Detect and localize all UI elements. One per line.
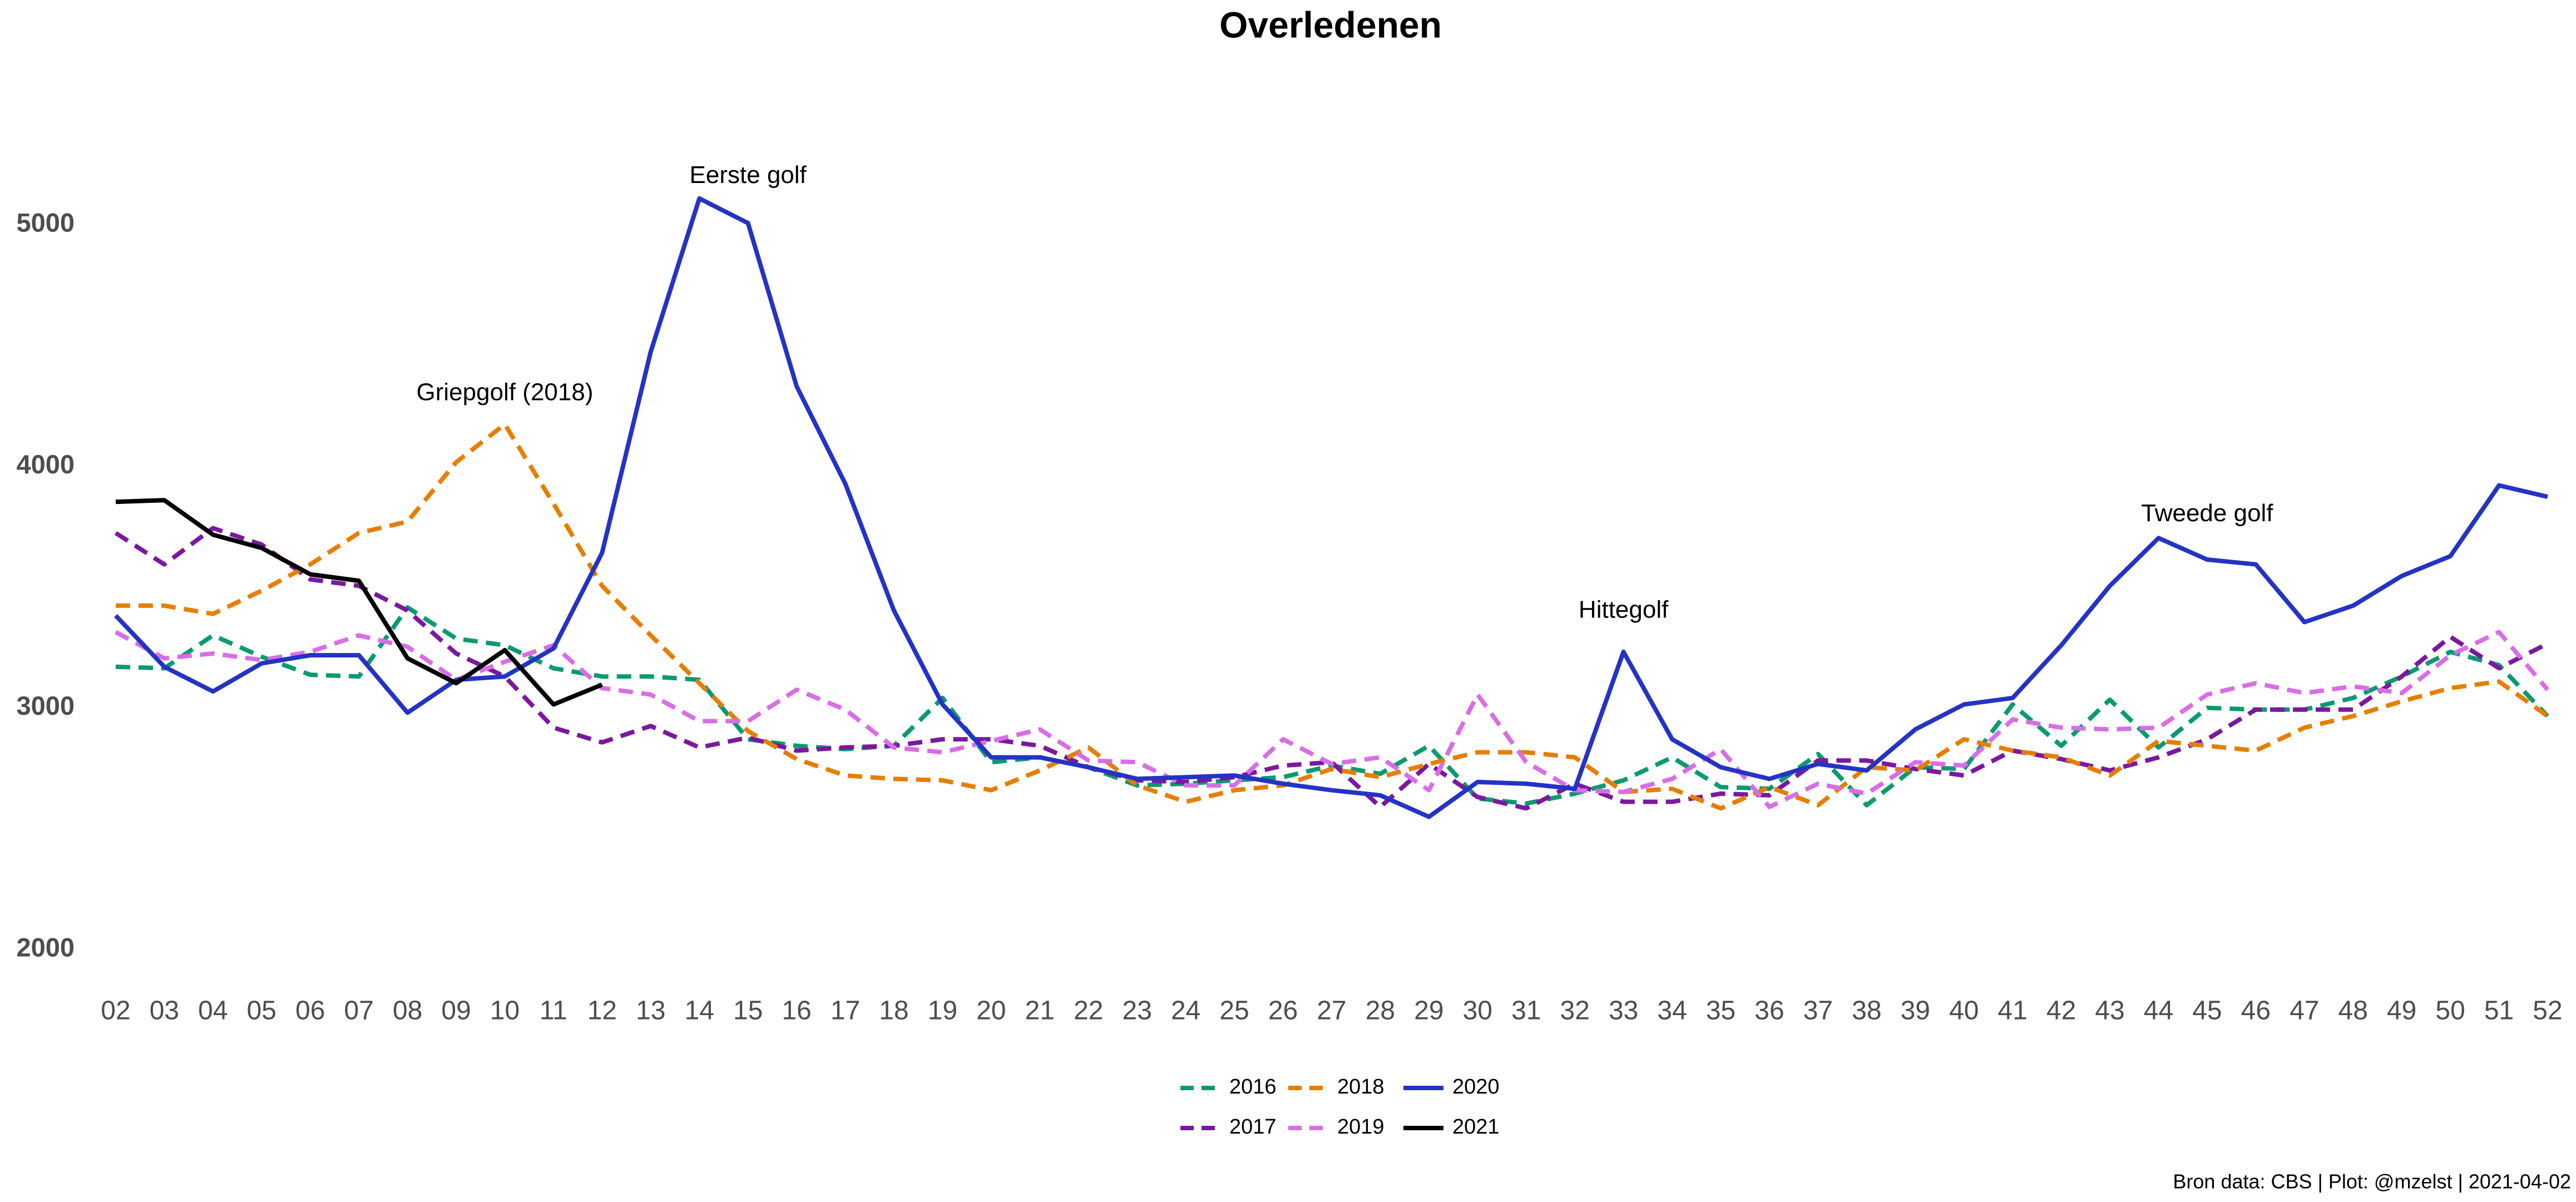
x-tick-label: 19 bbox=[928, 996, 957, 1026]
x-tick-label: 13 bbox=[636, 996, 665, 1026]
x-tick-label: 09 bbox=[441, 996, 471, 1026]
x-tick-label: 02 bbox=[101, 996, 130, 1026]
x-tick-label: 25 bbox=[1219, 996, 1249, 1026]
x-tick-label: 16 bbox=[782, 996, 811, 1026]
annotation: Tweede golf bbox=[2141, 499, 2273, 527]
x-tick-label: 42 bbox=[2046, 996, 2076, 1026]
annotation: Eerste golf bbox=[690, 161, 807, 189]
line-series bbox=[115, 498, 603, 707]
x-tick-label: 03 bbox=[150, 996, 179, 1026]
x-tick-label: 36 bbox=[1754, 996, 1784, 1026]
annotation: Hittegolf bbox=[1579, 596, 1669, 624]
x-tick-label: 27 bbox=[1317, 996, 1346, 1026]
x-tick-label: 11 bbox=[540, 996, 567, 1026]
legend-label: 2016 bbox=[1229, 1075, 1277, 1099]
x-tick-label: 20 bbox=[976, 996, 1006, 1026]
x-tick-label: 22 bbox=[1074, 996, 1103, 1026]
legend-label: 2021 bbox=[1452, 1115, 1500, 1139]
x-tick-label: 30 bbox=[1463, 996, 1492, 1026]
x-tick-label: 49 bbox=[2387, 996, 2416, 1026]
legend-label: 2020 bbox=[1452, 1075, 1500, 1099]
x-tick-label: 18 bbox=[879, 996, 908, 1026]
x-tick-label: 10 bbox=[490, 996, 520, 1026]
x-tick-label: 47 bbox=[2290, 996, 2319, 1026]
x-tick-label: 15 bbox=[733, 996, 763, 1026]
x-tick-label: 28 bbox=[1366, 996, 1395, 1026]
x-tick-label: 39 bbox=[1901, 996, 1930, 1026]
annotation: Griepgolf (2018) bbox=[417, 379, 594, 406]
y-tick-label: 2000 bbox=[16, 932, 75, 962]
legend-label: 2017 bbox=[1229, 1115, 1277, 1139]
x-tick-label: 23 bbox=[1123, 996, 1152, 1026]
x-tick-label: 31 bbox=[1511, 996, 1541, 1026]
y-tick-label: 3000 bbox=[16, 691, 75, 720]
x-tick-label: 44 bbox=[2144, 996, 2173, 1026]
x-tick-label: 29 bbox=[1414, 996, 1443, 1026]
x-tick-label: 32 bbox=[1560, 996, 1590, 1026]
x-tick-label: 43 bbox=[2095, 996, 2124, 1026]
x-tick-label: 38 bbox=[1852, 996, 1881, 1026]
x-tick-label: 51 bbox=[2484, 996, 2514, 1026]
legend-label: 2019 bbox=[1337, 1115, 1385, 1139]
y-tick-label: 5000 bbox=[16, 208, 75, 238]
x-tick-label: 33 bbox=[1609, 996, 1638, 1026]
y-tick-label: 4000 bbox=[16, 449, 75, 479]
x-tick-label: 17 bbox=[830, 996, 860, 1026]
x-tick-label: 14 bbox=[685, 996, 714, 1026]
x-tick-label: 07 bbox=[344, 996, 374, 1026]
x-tick-label: 06 bbox=[295, 996, 325, 1026]
x-tick-label: 41 bbox=[1997, 996, 2027, 1026]
x-tick-label: 26 bbox=[1268, 996, 1298, 1026]
x-tick-label: 45 bbox=[2192, 996, 2222, 1026]
x-tick-label: 04 bbox=[198, 996, 228, 1026]
x-tick-label: 52 bbox=[2533, 996, 2562, 1026]
x-tick-label: 37 bbox=[1803, 996, 1833, 1026]
x-tick-label: 12 bbox=[587, 996, 617, 1026]
x-tick-label: 21 bbox=[1025, 996, 1055, 1026]
x-tick-label: 40 bbox=[1949, 996, 1979, 1026]
legend-label: 2018 bbox=[1337, 1075, 1385, 1099]
x-tick-label: 50 bbox=[2435, 996, 2465, 1026]
caption: Bron data: CBS | Plot: @mzelst | 2021-04… bbox=[2173, 1170, 2571, 1193]
x-tick-label: 46 bbox=[2241, 996, 2271, 1026]
x-tick-label: 24 bbox=[1171, 996, 1200, 1026]
x-tick-label: 48 bbox=[2338, 996, 2368, 1026]
x-tick-label: 34 bbox=[1657, 996, 1687, 1026]
x-tick-label: 05 bbox=[247, 996, 276, 1026]
x-tick-label: 35 bbox=[1706, 996, 1736, 1026]
line-series bbox=[116, 422, 2549, 811]
x-tick-label: 08 bbox=[393, 996, 422, 1026]
chart-title: Overledenen bbox=[1219, 4, 1442, 45]
line-series bbox=[115, 630, 2550, 809]
